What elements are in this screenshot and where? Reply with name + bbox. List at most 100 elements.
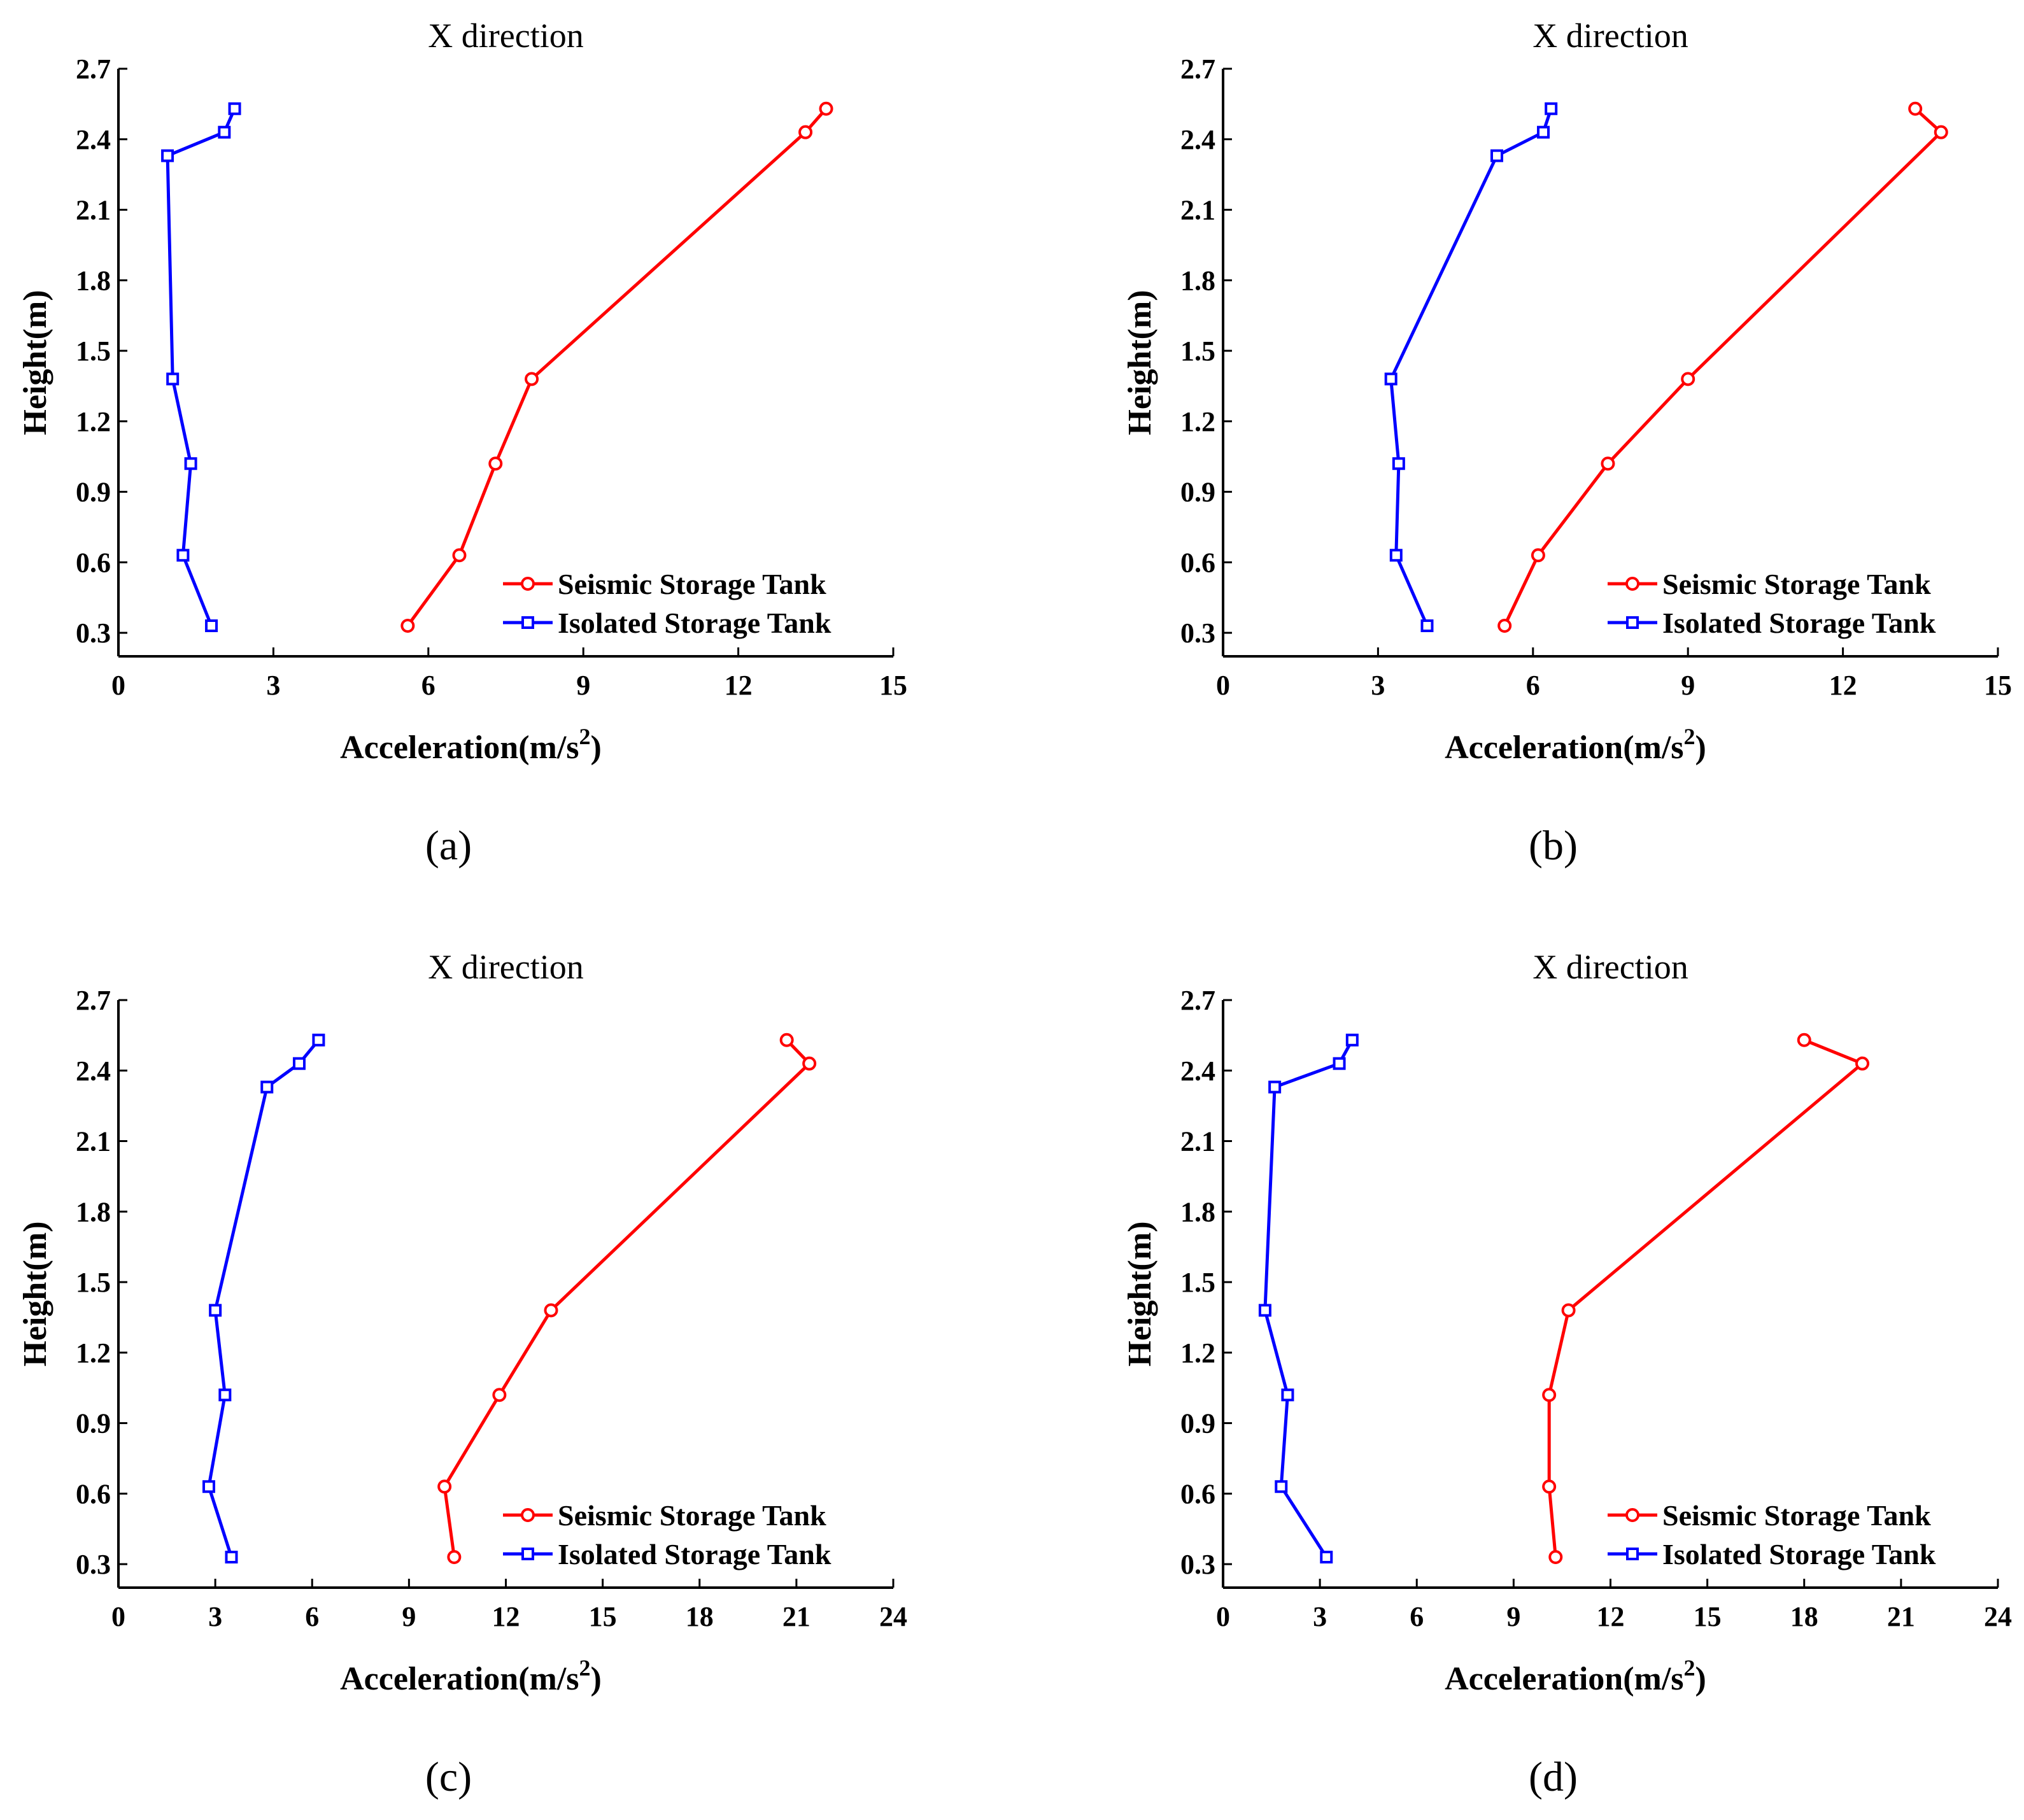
y-tick-label: 1.2 — [76, 1337, 111, 1369]
data-point — [184, 457, 197, 470]
data-point — [1389, 549, 1403, 562]
legend-swatch-marker — [1626, 1548, 1639, 1560]
y-tick-label: 0.9 — [76, 477, 111, 508]
data-point — [452, 548, 467, 563]
legend-entry-seismic: Seismic Storage Tank — [503, 568, 826, 600]
y-tick-label: 0.6 — [1180, 547, 1215, 578]
data-point — [1497, 619, 1512, 633]
data-point — [1855, 1056, 1870, 1071]
data-point — [1537, 125, 1550, 139]
data-point — [166, 372, 180, 386]
chart-panel-d: X direction 0.3 0.6 0.9 1.2 1.5 1.8 2.1 2.4 2.7 0 3… — [1122, 948, 2012, 1800]
legend-label: Seismic Storage Tank — [1662, 568, 1931, 600]
x-axis-label: Acceleration(m/s2) — [340, 1655, 602, 1697]
x-tick-label: 21 — [1887, 1601, 1915, 1632]
legend-label: Isolated Storage Tank — [558, 1538, 832, 1570]
legend-entry-isolated: Isolated Storage Tank — [1608, 1538, 1936, 1570]
x-tick-label: 15 — [879, 670, 907, 701]
y-tick-label: 1.5 — [76, 335, 111, 367]
x-tick-label: 18 — [1790, 1601, 1818, 1632]
legend-swatch-marker — [521, 616, 534, 629]
data-point — [1392, 457, 1405, 470]
series-seismic — [1542, 1033, 1870, 1565]
x-tick-label: 3 — [1371, 670, 1385, 701]
data-point — [1490, 149, 1504, 162]
y-tick-label: 1.5 — [1180, 335, 1215, 367]
data-point — [1561, 1303, 1576, 1318]
x-tick-label: 0 — [1216, 670, 1230, 701]
legend-entry-isolated: Isolated Storage Tank — [503, 607, 832, 639]
chart-panel-b: X direction 0.3 0.6 0.9 1.2 1.5 1.8 2.1 2.4 2.7 0 3… — [1122, 17, 2012, 869]
data-point — [1345, 1033, 1359, 1047]
legend-swatch-marker — [521, 1548, 534, 1560]
y-tick-label: 0.3 — [76, 1549, 111, 1580]
x-tick-label: 15 — [589, 1601, 617, 1632]
data-point — [1333, 1057, 1346, 1070]
data-point — [1420, 619, 1434, 633]
y-tick-label: 1.2 — [1180, 406, 1215, 437]
x-axis-label: Acceleration(m/s2) — [1445, 724, 1706, 766]
legend-entry-seismic: Seismic Storage Tank — [1608, 568, 1931, 600]
legend-swatch-marker — [1625, 577, 1639, 591]
legend-swatch-marker — [521, 577, 535, 591]
panel-label: (c) — [425, 1754, 472, 1800]
data-point — [798, 125, 813, 139]
legend-label: Isolated Storage Tank — [1662, 1538, 1936, 1570]
legend-entry-isolated: Isolated Storage Tank — [1608, 607, 1936, 639]
legend-swatch-marker — [1626, 616, 1639, 629]
series-seismic — [400, 101, 833, 633]
panel-label: (b) — [1529, 822, 1578, 869]
x-tick-label: 12 — [725, 670, 753, 701]
y-axis-label: Height(m) — [17, 290, 53, 435]
data-point — [1908, 101, 1923, 116]
data-point — [1681, 372, 1695, 386]
data-point — [260, 1080, 274, 1094]
chart-panel-c: X direction 0.3 0.6 0.9 1.2 1.5 1.8 2.1 2.4 2.7 0 3… — [17, 948, 907, 1800]
y-tick-label: 2.1 — [1180, 195, 1215, 226]
data-point — [205, 619, 218, 633]
data-point — [1601, 456, 1615, 471]
series-line — [166, 108, 236, 626]
x-tick-label: 24 — [879, 1601, 907, 1632]
data-point — [225, 1551, 238, 1564]
y-tick-label: 1.5 — [1180, 1267, 1215, 1298]
x-tick-label: 6 — [421, 670, 435, 701]
series-line — [1263, 1039, 1354, 1558]
y-tick-label: 2.4 — [76, 124, 111, 155]
series-isolated — [161, 102, 241, 633]
data-point — [544, 1303, 558, 1318]
x-tick-label: 12 — [1597, 1601, 1625, 1632]
y-axis-label: Height(m) — [1122, 290, 1158, 435]
x-tick-label: 0 — [111, 1601, 125, 1632]
y-tick-label: 2.4 — [76, 1055, 111, 1087]
series-isolated — [202, 1033, 325, 1564]
x-tick-label: 0 — [111, 670, 125, 701]
series-line — [406, 108, 828, 627]
x-tick-label: 24 — [1984, 1601, 2012, 1632]
data-point — [1934, 125, 1948, 139]
data-point — [218, 125, 231, 139]
y-tick-label: 1.8 — [1180, 1196, 1215, 1227]
data-point — [1531, 548, 1545, 563]
chart-title: X direction — [1532, 17, 1688, 55]
y-tick-label: 2.4 — [1180, 1055, 1215, 1087]
x-tick-label: 6 — [305, 1601, 319, 1632]
data-point — [525, 372, 539, 386]
legend-label: Seismic Storage Tank — [558, 568, 826, 600]
y-tick-label: 2.7 — [76, 53, 111, 85]
data-point — [176, 549, 190, 562]
y-tick-label: 2.1 — [76, 195, 111, 226]
x-axis-label: Acceleration(m/s2) — [1445, 1655, 1706, 1697]
legend-entry-isolated: Isolated Storage Tank — [503, 1538, 832, 1570]
x-tick-label: 6 — [1410, 1601, 1424, 1632]
x-tick-label: 3 — [266, 670, 280, 701]
data-point — [312, 1033, 325, 1047]
x-tick-label: 3 — [208, 1601, 222, 1632]
x-axis-label: Acceleration(m/s2) — [340, 724, 602, 766]
x-tick-label: 12 — [492, 1601, 520, 1632]
x-tick-label: 6 — [1526, 670, 1540, 701]
series-seismic — [437, 1033, 817, 1565]
data-point — [1542, 1479, 1557, 1494]
series-line — [207, 1039, 320, 1558]
